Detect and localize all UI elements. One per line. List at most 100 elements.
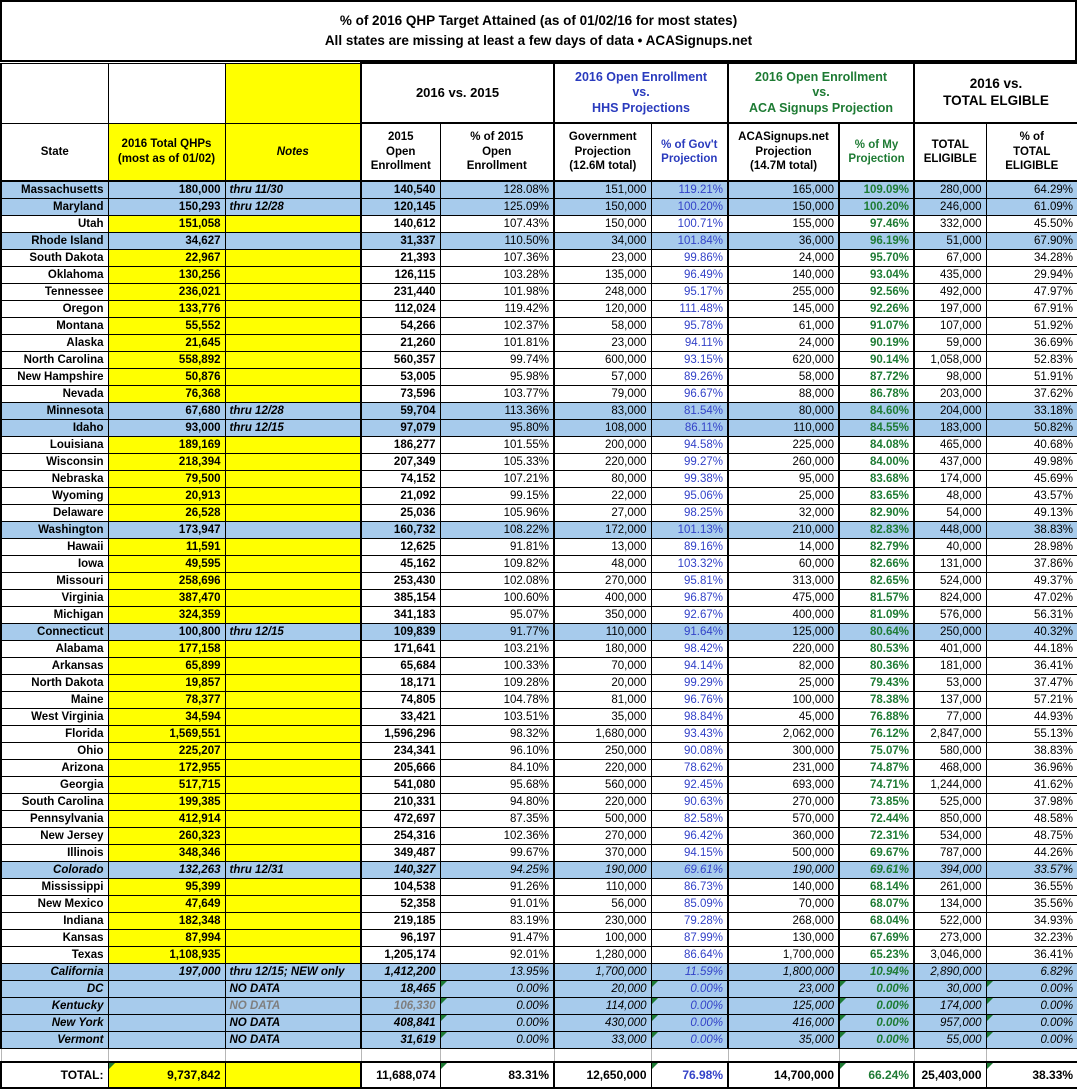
pctgov-cell[interactable]: 95.78% xyxy=(650,316,730,335)
elig-cell[interactable]: 824,000 xyxy=(913,588,987,607)
gov-cell[interactable]: 120,000 xyxy=(553,299,652,318)
pctgov-cell[interactable]: 95.06% xyxy=(650,486,730,505)
qhps-cell[interactable]: 189,169 xyxy=(107,435,226,454)
oe2015-cell[interactable]: 160,732 xyxy=(360,520,441,539)
aca-cell[interactable]: 45,000 xyxy=(727,707,841,726)
pctgov-cell[interactable]: 0.00% xyxy=(650,996,730,1015)
notes-cell[interactable] xyxy=(224,928,362,947)
gov-cell[interactable]: 20,000 xyxy=(553,673,652,692)
empty-cell[interactable] xyxy=(0,1047,109,1063)
elig-cell[interactable]: 53,000 xyxy=(913,673,987,692)
notes-cell[interactable] xyxy=(224,333,362,352)
pct2015-cell[interactable]: 95.80% xyxy=(439,418,556,437)
pct2015-cell[interactable]: 107.43% xyxy=(439,214,556,233)
oe2015-cell[interactable]: 25,036 xyxy=(360,503,441,522)
pctgov-cell[interactable]: 91.64% xyxy=(650,622,730,641)
pctmy-cell[interactable]: 79.43% xyxy=(838,673,916,692)
elig-cell[interactable]: 98,000 xyxy=(913,367,987,386)
pct2015-cell[interactable]: 109.28% xyxy=(439,673,556,692)
pctelig-cell[interactable]: 0.00% xyxy=(985,996,1077,1015)
pctmy-cell[interactable]: 97.46% xyxy=(838,214,916,233)
qhps-cell[interactable] xyxy=(107,996,226,1015)
gov-cell[interactable]: 20,000 xyxy=(553,979,652,998)
qhps-cell[interactable]: 87,994 xyxy=(107,928,226,947)
pctelig-cell[interactable]: 38.33% xyxy=(985,1061,1077,1089)
oe2015-cell[interactable]: 171,641 xyxy=(360,639,441,658)
aca-cell[interactable]: 1,700,000 xyxy=(727,945,841,964)
pctgov-cell[interactable]: 99.29% xyxy=(650,673,730,692)
elig-cell[interactable]: 59,000 xyxy=(913,333,987,352)
qhps-cell[interactable]: 65,899 xyxy=(107,656,226,675)
qhps-cell[interactable]: 22,967 xyxy=(107,248,226,267)
state-cell[interactable]: Illinois xyxy=(0,843,109,862)
elig-cell[interactable]: 261,000 xyxy=(913,877,987,896)
qhps-cell[interactable]: 1,108,935 xyxy=(107,945,226,964)
pct2015-cell[interactable]: 101.81% xyxy=(439,333,556,352)
aca-cell[interactable]: 125,000 xyxy=(727,622,841,641)
gov-cell[interactable]: 600,000 xyxy=(553,350,652,369)
pctelig-cell[interactable]: 35.56% xyxy=(985,894,1077,913)
aca-cell[interactable]: 95,000 xyxy=(727,469,841,488)
pctgov-cell[interactable]: 111.48% xyxy=(650,299,730,318)
aca-cell[interactable]: 150,000 xyxy=(727,197,841,216)
notes-cell[interactable] xyxy=(224,486,362,505)
pct2015-cell[interactable]: 98.32% xyxy=(439,724,556,743)
aca-cell[interactable]: 416,000 xyxy=(727,1013,841,1032)
pctelig-cell[interactable]: 48.75% xyxy=(985,826,1077,845)
elig-cell[interactable]: 55,000 xyxy=(913,1030,987,1049)
pct2015-cell[interactable]: 105.96% xyxy=(439,503,556,522)
elig-cell[interactable]: 131,000 xyxy=(913,554,987,573)
group-2016-vs-2015[interactable]: 2016 vs. 2015 xyxy=(359,62,556,124)
oe2015-cell[interactable]: 31,619 xyxy=(360,1030,441,1049)
pctelig-cell[interactable]: 37.62% xyxy=(985,384,1077,403)
pctgov-cell[interactable]: 69.61% xyxy=(650,860,730,879)
pctelig-cell[interactable]: 50.82% xyxy=(985,418,1077,437)
aca-cell[interactable]: 140,000 xyxy=(727,877,841,896)
pct2015-cell[interactable]: 0.00% xyxy=(439,1030,556,1049)
pctelig-cell[interactable]: 0.00% xyxy=(985,979,1077,998)
pctelig-cell[interactable]: 45.50% xyxy=(985,214,1077,233)
pct2015-cell[interactable]: 95.98% xyxy=(439,367,556,386)
elig-cell[interactable]: 134,000 xyxy=(913,894,987,913)
gov-cell[interactable]: 35,000 xyxy=(553,707,652,726)
notes-cell[interactable]: thru 12/15 xyxy=(224,418,362,437)
pctelig-cell[interactable]: 38.83% xyxy=(985,741,1077,760)
pct2015-cell[interactable]: 0.00% xyxy=(439,979,556,998)
pct2015-cell[interactable]: 107.36% xyxy=(439,248,556,267)
elig-cell[interactable]: 576,000 xyxy=(913,605,987,624)
pct2015-cell[interactable]: 99.67% xyxy=(439,843,556,862)
elig-cell[interactable]: 181,000 xyxy=(913,656,987,675)
empty-cell[interactable] xyxy=(107,1047,226,1063)
header-pct-of-2015[interactable]: % of 2015 Open Enrollment xyxy=(439,122,556,182)
oe2015-cell[interactable]: 472,697 xyxy=(360,809,441,828)
state-cell[interactable]: Kentucky xyxy=(0,996,109,1015)
state-cell[interactable]: Iowa xyxy=(0,554,109,573)
aca-cell[interactable]: 313,000 xyxy=(727,571,841,590)
pct2015-cell[interactable]: 84.10% xyxy=(439,758,556,777)
empty-cell[interactable] xyxy=(439,1047,555,1063)
oe2015-cell[interactable]: 140,540 xyxy=(360,180,441,199)
pctgov-cell[interactable]: 98.84% xyxy=(650,707,730,726)
aca-cell[interactable]: 100,000 xyxy=(727,690,841,709)
qhps-cell[interactable]: 50,876 xyxy=(107,367,226,386)
pct2015-cell[interactable]: 0.00% xyxy=(439,996,556,1015)
state-cell[interactable]: Montana xyxy=(0,316,109,335)
pct2015-cell[interactable]: 102.37% xyxy=(439,316,556,335)
elig-cell[interactable]: 30,000 xyxy=(913,979,987,998)
notes-cell[interactable] xyxy=(224,894,362,913)
elig-cell[interactable]: 468,000 xyxy=(913,758,987,777)
elig-cell[interactable]: 54,000 xyxy=(913,503,987,522)
oe2015-cell[interactable]: 53,005 xyxy=(360,367,441,386)
pct2015-cell[interactable]: 100.33% xyxy=(439,656,556,675)
pctmy-cell[interactable]: 80.36% xyxy=(838,656,916,675)
state-cell[interactable]: Idaho xyxy=(0,418,109,437)
notes-cell[interactable] xyxy=(224,877,362,896)
pctmy-cell[interactable]: 84.55% xyxy=(838,418,916,437)
notes-cell[interactable] xyxy=(224,843,362,862)
gov-cell[interactable]: 83,000 xyxy=(553,401,652,420)
header-2015-open-enrollment[interactable]: 2015 Open Enrollment xyxy=(360,122,441,182)
gov-cell[interactable]: 190,000 xyxy=(553,860,652,879)
pctgov-cell[interactable]: 0.00% xyxy=(650,1030,730,1049)
notes-cell[interactable] xyxy=(224,265,362,284)
pctgov-cell[interactable]: 96.67% xyxy=(650,384,730,403)
